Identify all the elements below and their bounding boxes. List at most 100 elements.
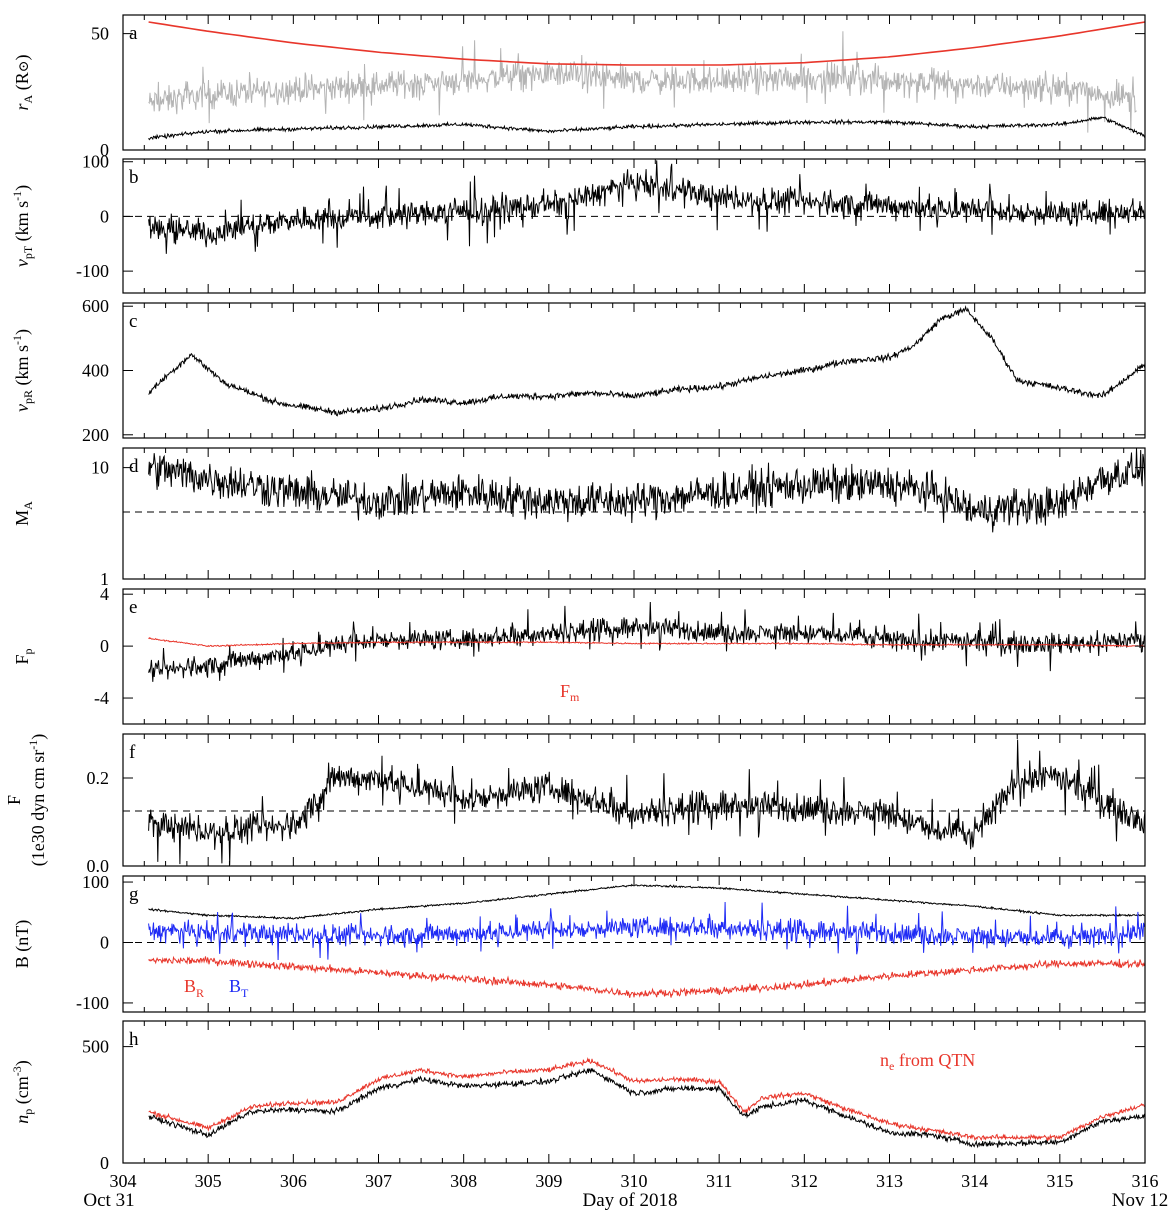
panel-e-annotation: Fm (560, 681, 580, 704)
panel-d-ylabel-part: A (21, 501, 35, 510)
panel-a-series-red (148, 21, 1145, 66)
panel-f-ylabel: (1e30 dyn cm sr-1) (26, 734, 49, 866)
x-tick-label: 308 (450, 1171, 477, 1191)
panel-c-ylabel-part: (km s (12, 345, 33, 390)
panel-b-ylabel-part: ) (12, 185, 33, 191)
panel-a-series-black (148, 116, 1145, 141)
panel-a-ylabel-part: (R (12, 72, 33, 95)
panel-c-ylabel-part: pR (21, 390, 35, 404)
x-tick-label: 305 (195, 1171, 222, 1191)
panel-e-ylabel: Fp (12, 648, 35, 664)
x-tick-label: 316 (1132, 1171, 1159, 1191)
date-end-label: Nov 12 (1112, 1190, 1168, 1211)
panel-g-legend-sub: R (196, 986, 204, 1000)
x-tick-label: 309 (535, 1171, 562, 1191)
panel-f-frame (122, 733, 1146, 867)
panel-b-traces (148, 160, 1145, 254)
panel-b-ylabel-part: -1 (10, 191, 24, 201)
panel-h-traces (148, 1057, 1145, 1149)
panel-e-ytick-label: 0 (100, 636, 109, 656)
panel-f-ylabel-part: -1 (26, 740, 40, 750)
panel-g-legend-T: BT (229, 976, 249, 1000)
panel-g-legend-main: B (184, 976, 196, 996)
panel-f: 0.00.2f(1e30 dyn cm sr-1)F (4, 733, 1146, 876)
panel-d-ytick-label: 10 (91, 458, 109, 478)
panel-h-ylabel-part: n (12, 1115, 32, 1124)
panel-b: -100 0 100 b vpT (km s-1) (10, 152, 1146, 294)
x-tick-label: 315 (1046, 1171, 1073, 1191)
panel-g-series-black (148, 883, 1145, 920)
panel-c-ytick-label: 600 (82, 296, 109, 316)
panel-g-series-blue (148, 901, 1145, 961)
panel-d-ytick-label: 1 (100, 569, 109, 589)
panel-e-annotation-sub: m (570, 690, 580, 704)
panel-g-legend-main: B (229, 976, 241, 996)
panel-b-ylabel-part: pT (21, 245, 35, 259)
panel-a-traces (148, 21, 1145, 141)
panel-a-ytick-label: 0 (100, 140, 109, 160)
panel-h-annotation-sub: e (889, 1059, 894, 1073)
panel-c-ylabel-part: -1 (10, 335, 24, 345)
panel-e-frame (122, 588, 1146, 725)
panel-h-annotation-rest: from QTN (894, 1050, 975, 1070)
panel-f-series-black (148, 739, 1145, 866)
panel-h-ylabel-part: ) (12, 1060, 33, 1066)
panel-a-ylabel-part: ⊙ (17, 61, 32, 73)
panel-c-ytick-label: 400 (82, 361, 109, 381)
panel-e-ylabel-part: F (12, 654, 32, 664)
panel-e-ytick-label: 4 (100, 584, 109, 604)
x-tick-label: 304 (110, 1171, 137, 1191)
panel-f-ylabel-part: (1e30 dyn cm sr (28, 750, 49, 866)
panel-f-traces (148, 739, 1145, 866)
panel-a-letter: a (129, 23, 138, 44)
panel-b-ytick-label: 0 (100, 206, 109, 226)
x-tick-label: 312 (791, 1171, 818, 1191)
panel-a-ylabel-part: A (21, 94, 35, 103)
panel-g-legend-sub: T (241, 986, 249, 1000)
panel-h-ylabel: np (cm-3) (10, 1060, 35, 1123)
panel-g-ylabel-part: B (nT) (12, 920, 33, 969)
panel-a-ylabel-part: r (12, 102, 32, 110)
panel-h-annotation-main: n (880, 1050, 889, 1070)
panel-c-series-black (148, 305, 1145, 417)
panel-a: 0 50 a rA (R⊙) (12, 14, 1146, 160)
panel-h-letter: h (129, 1029, 139, 1050)
panel-c-traces (148, 305, 1145, 417)
panel-h-ylabel-part: p (21, 1109, 35, 1115)
panel-d: 1 10 d MA (12, 447, 1146, 589)
panel-c-ylabel-part: v (12, 404, 32, 412)
panel-a-ylabel: rA (R⊙) (12, 55, 35, 111)
x-tick-label: 311 (706, 1171, 732, 1191)
panel-h-annotation: ne from QTN (880, 1050, 975, 1073)
panel-b-ytick-label: 100 (82, 152, 109, 172)
x-tick-label: 310 (621, 1171, 648, 1191)
panel-d-series-black (148, 448, 1145, 533)
panel-g-frame (122, 875, 1146, 1013)
panel-a-ylabel-part: ) (12, 55, 33, 61)
x-axis-label: Day of 2018 (583, 1190, 678, 1211)
x-axis: Day of 2018 Oct 31 Nov 12 304 305 306 307 30… (83, 1171, 1168, 1211)
x-tick-label: 313 (876, 1171, 903, 1191)
panel-f-ytick-label: 0.0 (87, 856, 110, 876)
panel-b-ylabel: vpT (km s-1) (10, 185, 35, 267)
panel-f-ylabel-part: ) (28, 734, 49, 740)
panel-d-ylabel: MA (12, 501, 35, 526)
panel-e-annotation-main: F (560, 681, 570, 701)
panel-h-series-black (148, 1067, 1145, 1149)
panel-b-series-black (148, 160, 1145, 254)
panel-g-ytick-label: -100 (76, 993, 109, 1013)
panel-g-ytick-label: 100 (82, 872, 109, 892)
x-tick-label: 306 (280, 1171, 307, 1191)
panel-d-frame (122, 447, 1146, 580)
panel-f-ylabel-line1: F (4, 795, 24, 805)
panel-d-letter: d (129, 456, 139, 477)
panel-f-ytick-label: 0.2 (87, 768, 110, 788)
panel-g-letter: g (129, 884, 139, 905)
panel-a-ytick-label: 50 (91, 24, 109, 44)
panel-e-ytick-label: -4 (94, 688, 109, 708)
